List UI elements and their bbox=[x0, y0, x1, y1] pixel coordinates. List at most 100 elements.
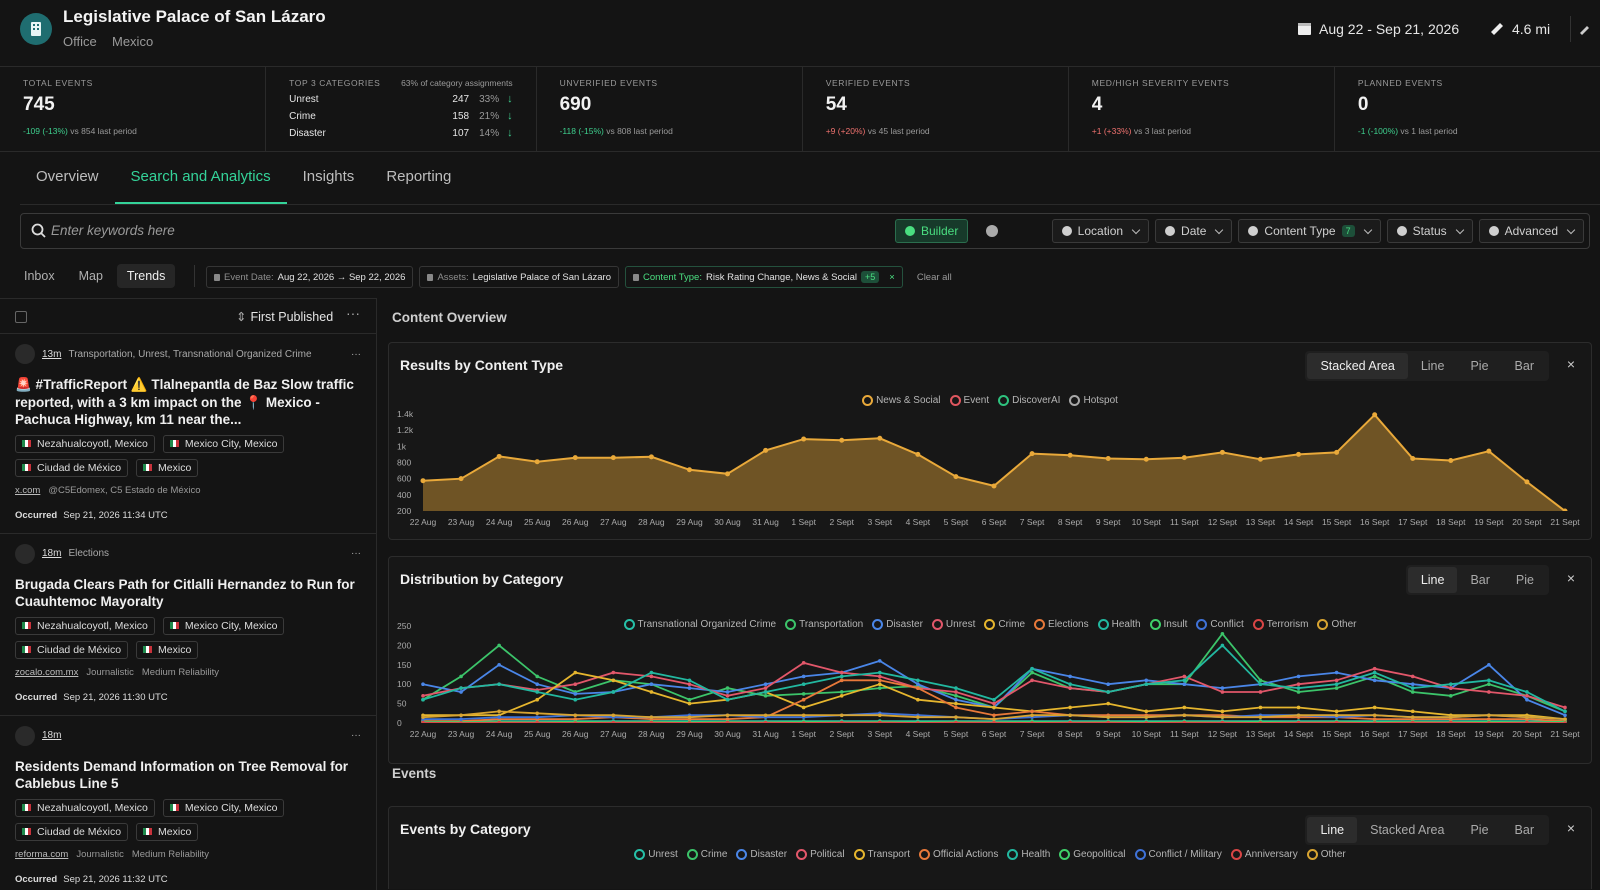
view-tab[interactable]: Trends bbox=[117, 264, 175, 288]
info-icon[interactable] bbox=[986, 225, 998, 237]
x-tick-label: 19 Sept bbox=[1474, 517, 1504, 527]
chip-value: Legislative Palace of San Lázaro bbox=[473, 272, 611, 283]
close-button[interactable]: × bbox=[1567, 820, 1575, 836]
filter-chip[interactable]: Event Date:Aug 22, 2026 → Sep 22, 2026 bbox=[206, 266, 413, 288]
point bbox=[573, 671, 577, 675]
source-link[interactable]: reforma.com bbox=[15, 849, 68, 860]
distance[interactable]: 4.6 mi bbox=[1512, 21, 1550, 37]
point bbox=[1068, 721, 1072, 725]
legend-item[interactable]: Political bbox=[796, 849, 844, 860]
date-range[interactable]: Aug 22 - Sep 21, 2026 bbox=[1319, 21, 1459, 37]
point bbox=[1335, 679, 1339, 683]
view-tab[interactable]: Inbox bbox=[14, 264, 65, 288]
x-tick-label: 14 Sept bbox=[1284, 729, 1314, 739]
point bbox=[1144, 679, 1148, 683]
change: -118 (-15%) bbox=[560, 126, 604, 136]
tab[interactable]: Reporting bbox=[370, 150, 467, 204]
point bbox=[1410, 456, 1415, 461]
chart-type-option[interactable]: Pie bbox=[1457, 817, 1501, 843]
point bbox=[878, 675, 882, 679]
point bbox=[421, 694, 425, 698]
filter-dropdown[interactable]: Status bbox=[1387, 219, 1473, 243]
point bbox=[1106, 456, 1111, 461]
filter-chip[interactable]: Content Type:Risk Rating Change, News & … bbox=[625, 266, 903, 288]
point bbox=[688, 715, 692, 719]
point bbox=[1525, 690, 1529, 694]
builder-button[interactable]: Builder bbox=[895, 219, 968, 243]
point bbox=[1259, 721, 1263, 725]
legend-item[interactable]: Transport bbox=[854, 849, 910, 860]
occurred-time: Sep 21, 2026 11:30 UTC bbox=[63, 692, 167, 703]
point bbox=[459, 690, 463, 694]
legend-item[interactable]: Anniversary bbox=[1231, 849, 1298, 860]
chart-type-option[interactable]: Line bbox=[1307, 817, 1357, 843]
filter-dropdown[interactable]: Date bbox=[1155, 219, 1232, 243]
item-menu[interactable]: ··· bbox=[351, 349, 361, 360]
legend-item[interactable]: Other bbox=[1307, 849, 1346, 860]
filter-chip[interactable]: Assets:Legislative Palace of San Lázaro bbox=[419, 266, 619, 288]
sort-button[interactable]: ⇕First Published bbox=[236, 309, 333, 324]
filter-dropdown[interactable]: Advanced bbox=[1479, 219, 1584, 243]
point bbox=[1449, 721, 1453, 725]
point bbox=[1259, 706, 1263, 710]
point bbox=[726, 686, 730, 690]
tab[interactable]: Overview bbox=[20, 150, 115, 204]
chip-close[interactable]: × bbox=[889, 272, 895, 283]
clear-all[interactable]: Clear all bbox=[917, 272, 952, 283]
filter-dropdown[interactable]: Location bbox=[1052, 219, 1149, 243]
point bbox=[878, 686, 882, 690]
tab[interactable]: Search and Analytics bbox=[115, 150, 287, 204]
item-source: x.com@C5Edomex, C5 Estado de México bbox=[15, 485, 361, 496]
select-all[interactable] bbox=[15, 311, 27, 323]
point bbox=[421, 698, 425, 702]
chevron bbox=[1567, 225, 1575, 233]
point bbox=[1296, 452, 1301, 457]
legend-item[interactable]: Crime bbox=[687, 849, 728, 860]
stat-head: VERIFIED EVENTS bbox=[826, 78, 1045, 88]
tab[interactable]: Insights bbox=[287, 150, 371, 204]
chart-type-option[interactable]: Bar bbox=[1502, 817, 1547, 843]
item-age: 18m bbox=[42, 548, 61, 559]
point bbox=[649, 454, 654, 459]
source-meta: Medium Reliability bbox=[142, 667, 219, 678]
flag bbox=[22, 646, 31, 653]
legend-item[interactable]: Official Actions bbox=[919, 849, 998, 860]
category-share: 33% bbox=[469, 94, 499, 105]
legend-item[interactable]: Geopolitical bbox=[1059, 849, 1125, 860]
filter-label: Location bbox=[1078, 224, 1123, 238]
filter-icon bbox=[1248, 226, 1258, 236]
item-menu[interactable]: ··· bbox=[351, 730, 361, 741]
source-link[interactable]: zocalo.com.mx bbox=[15, 667, 78, 678]
point bbox=[1030, 679, 1034, 683]
legend-item[interactable]: Disaster bbox=[736, 849, 787, 860]
compare: vs 45 last period bbox=[868, 126, 930, 136]
item-age: 13m bbox=[42, 349, 61, 360]
search-bar: Enter keywords here Builder Location Date… bbox=[20, 213, 1590, 249]
x-tick-label: 22 Aug bbox=[410, 729, 437, 739]
point bbox=[535, 690, 539, 694]
compare: vs 808 last period bbox=[606, 126, 673, 136]
more-button[interactable]: ··· bbox=[346, 305, 360, 321]
source-link[interactable]: x.com bbox=[15, 485, 40, 496]
view-tab[interactable]: Map bbox=[69, 264, 113, 288]
filter-label: Advanced bbox=[1505, 224, 1558, 238]
search-input[interactable]: Enter keywords here bbox=[51, 223, 175, 238]
point bbox=[497, 715, 501, 719]
feed-item[interactable]: 18m···Residents Demand Information on Tr… bbox=[0, 716, 376, 890]
stat-label: MED/HIGH SEVERITY EVENTS bbox=[1092, 78, 1230, 88]
edit-button[interactable] bbox=[1570, 16, 1597, 42]
item-menu[interactable]: ··· bbox=[351, 548, 361, 559]
legend-item[interactable]: Unrest bbox=[634, 849, 677, 860]
chart-type-option[interactable]: Stacked Area bbox=[1357, 817, 1457, 843]
flag bbox=[170, 622, 179, 629]
location-chip: Ciudad de México bbox=[15, 823, 128, 841]
point bbox=[1183, 682, 1187, 686]
legend-item[interactable]: Health bbox=[1007, 849, 1050, 860]
ruler-icon bbox=[1489, 20, 1505, 36]
legend-item[interactable]: Conflict / Military bbox=[1135, 849, 1222, 860]
